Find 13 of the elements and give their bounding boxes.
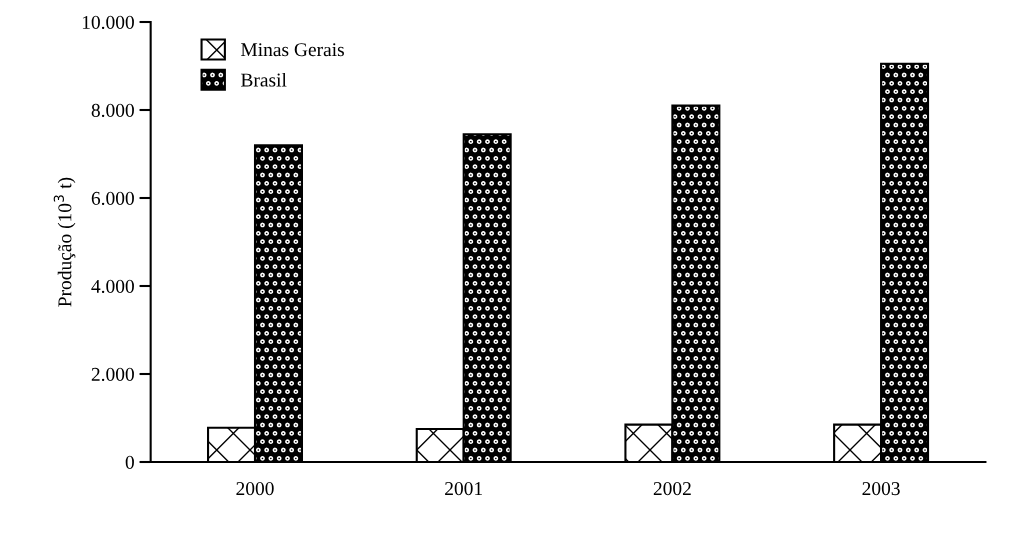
y-tick-label: 6.000 [91,191,134,206]
y-tick-label: 2.000 [91,367,134,382]
x-tick-label: 2002 [653,482,691,496]
x-tick-label: 2001 [445,482,482,496]
legend-label: Minas Gerais [241,43,344,57]
y-tick-label: 10.000 [82,15,134,30]
y-tick-label: 0 [125,455,134,469]
legend-label: Brasil [241,72,287,87]
x-tick-label: 2003 [862,482,900,496]
y-tick-label: 4.000 [91,279,134,294]
y-axis-title: Produção (10$^{3}$ t) [53,177,76,307]
y-tick-label: 8.000 [91,103,134,118]
x-tick-label: 2000 [236,482,274,496]
